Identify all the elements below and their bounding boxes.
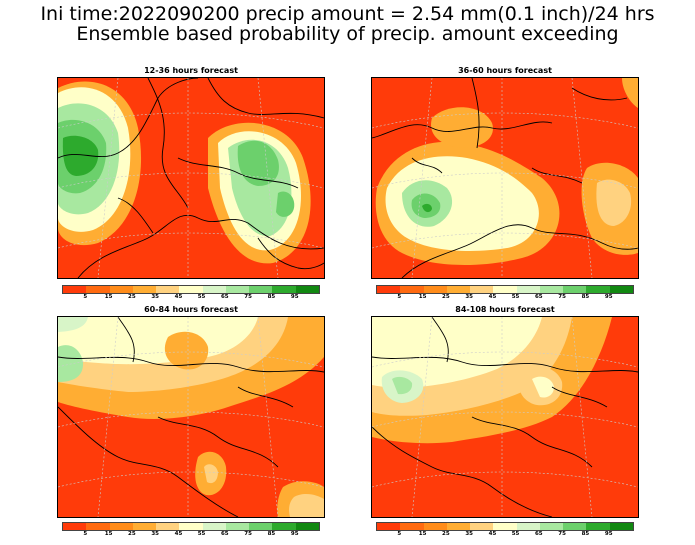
panel-3-title: 60-84 hours forecast: [144, 305, 238, 314]
tick-label: 15: [104, 531, 113, 537]
tick-label: 75: [558, 294, 566, 300]
panel-3-colorbar: [62, 522, 320, 531]
panel-2-colorbar-labels: 5 15 25 35 45 55 65 75 85 95: [376, 294, 632, 302]
tick-label: 55: [197, 531, 206, 537]
tick-label: 15: [418, 294, 427, 300]
panel-3-colorbar-labels: 5 15 25 35 45 55 65 75 85 95: [62, 531, 318, 539]
panel-4-colorbar: [376, 522, 634, 531]
title-line-2: Ensemble based probability of precip. am…: [76, 23, 619, 45]
tick-label: 65: [534, 531, 543, 537]
tick-label: 85: [581, 294, 590, 300]
tick-label: 55: [511, 294, 520, 300]
tick-label: 95: [604, 294, 613, 300]
title-line-1: Ini time:2022090200 precip amount = 2.54…: [40, 3, 655, 25]
tick-label: 25: [442, 294, 450, 300]
tick-label: 75: [558, 531, 566, 537]
panel-4-map: [371, 316, 639, 518]
tick-label: 95: [604, 531, 613, 537]
tick-label: 95: [290, 294, 299, 300]
tick-label: 25: [128, 294, 136, 300]
tick-label: 75: [244, 294, 252, 300]
panel-2-colorbar: [376, 285, 634, 294]
tick-label: 35: [465, 531, 473, 537]
tick-label: 5: [83, 531, 88, 537]
tick-label: 95: [290, 531, 299, 537]
tick-label: 65: [220, 294, 229, 300]
tick-label: 85: [581, 531, 590, 537]
tick-label: 35: [151, 531, 159, 537]
panel-1-colorbar-labels: 5 15 25 35 45 55 65 75 85 95: [62, 294, 318, 302]
panel-2-map: [371, 77, 639, 279]
tick-label: 35: [151, 294, 159, 300]
tick-label: 85: [267, 294, 276, 300]
tick-label: 15: [104, 294, 113, 300]
tick-label: 5: [397, 531, 402, 537]
tick-label: 45: [488, 531, 497, 537]
tick-label: 35: [465, 294, 473, 300]
tick-label: 75: [244, 531, 252, 537]
panel-3-map: [57, 316, 325, 518]
panel-1-colorbar: [62, 285, 320, 294]
tick-label: 25: [442, 531, 450, 537]
tick-label: 25: [128, 531, 136, 537]
tick-label: 65: [220, 531, 229, 537]
tick-label: 45: [488, 294, 497, 300]
panel-4-title: 84-108 hours forecast: [455, 305, 555, 314]
panel-4-colorbar-labels: 5 15 25 35 45 55 65 75 85 95: [376, 531, 632, 539]
tick-label: 5: [83, 294, 88, 300]
panel-1-title: 12-36 hours forecast: [144, 66, 238, 75]
panel-2-title: 36-60 hours forecast: [458, 66, 552, 75]
tick-label: 45: [174, 294, 183, 300]
tick-label: 65: [534, 294, 543, 300]
tick-label: 15: [418, 531, 427, 537]
tick-label: 5: [397, 294, 402, 300]
tick-label: 55: [511, 531, 520, 537]
tick-label: 85: [267, 531, 276, 537]
panel-1-map: [57, 77, 325, 279]
tick-label: 55: [197, 294, 206, 300]
tick-label: 45: [174, 531, 183, 537]
